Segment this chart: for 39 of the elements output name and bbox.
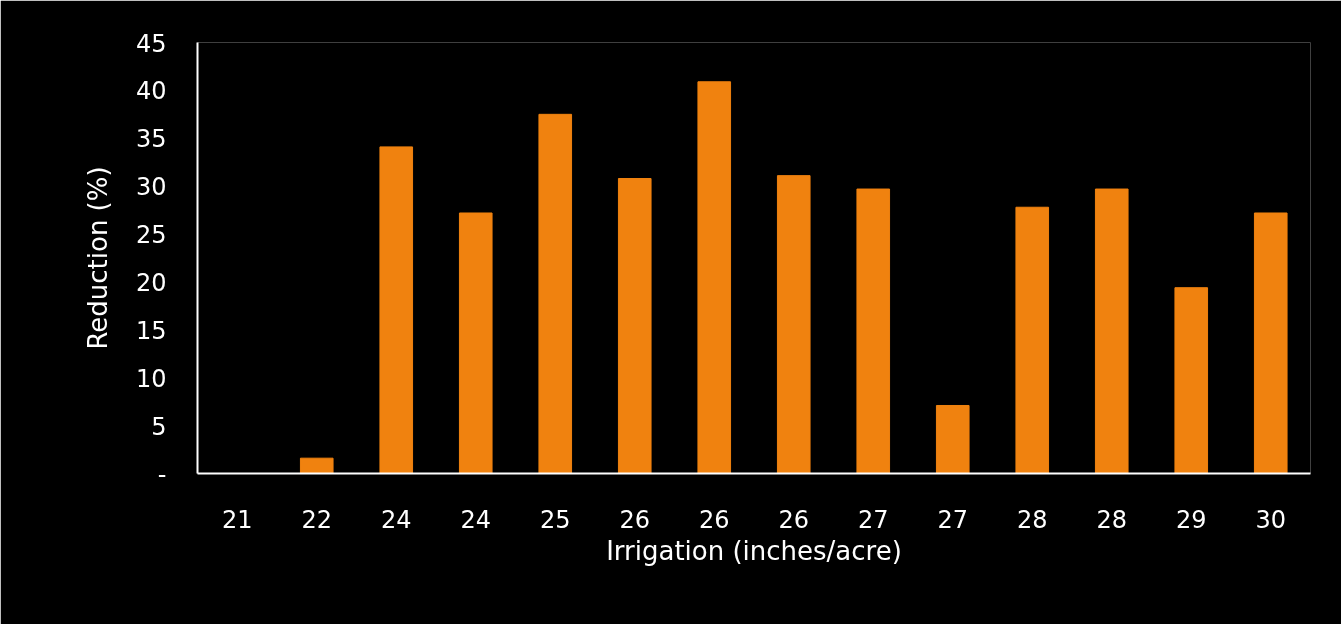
bar — [1015, 206, 1050, 474]
y-tick-label: 15 — [135, 316, 167, 345]
x-tick-label: 30 — [1255, 505, 1287, 534]
x-tick-label: 26 — [698, 505, 730, 534]
y-tick-label: 20 — [135, 268, 167, 297]
x-axis-title: Irrigation (inches/acre) — [606, 535, 902, 566]
y-tick-label: 45 — [135, 29, 167, 58]
y-tick-label: 30 — [135, 173, 167, 202]
x-tick-label: 26 — [619, 505, 651, 534]
bar — [379, 146, 414, 474]
y-tick-label: 5 — [151, 412, 167, 441]
x-tick-label: 27 — [857, 505, 889, 534]
bar — [1174, 287, 1209, 474]
x-tick-label: 28 — [1016, 505, 1048, 534]
y-tick-label: 40 — [135, 77, 167, 106]
bar — [299, 457, 334, 474]
x-tick-label: 28 — [1096, 505, 1128, 534]
y-tick-label: 25 — [135, 221, 167, 250]
bar — [1253, 212, 1288, 474]
x-tick-label: 24 — [460, 505, 492, 534]
bar — [458, 212, 493, 474]
bar — [776, 175, 811, 474]
y-tick-label: - — [157, 460, 167, 489]
x-tick-label: 26 — [778, 505, 810, 534]
bar — [1094, 188, 1129, 474]
bar — [856, 188, 891, 474]
bar — [697, 81, 732, 474]
x-tick-label: 24 — [380, 505, 412, 534]
bar — [617, 178, 652, 474]
y-tick-label: 10 — [135, 364, 167, 393]
y-axis-title: Reduction (%) — [82, 166, 113, 350]
bar — [538, 113, 573, 474]
bar — [935, 405, 970, 474]
x-tick-label: 22 — [301, 505, 333, 534]
y-tick-label: 35 — [135, 125, 167, 154]
x-tick-label: 21 — [221, 505, 253, 534]
x-tick-label: 27 — [937, 505, 969, 534]
x-tick-label: 25 — [539, 505, 571, 534]
x-tick-label: 29 — [1175, 505, 1207, 534]
